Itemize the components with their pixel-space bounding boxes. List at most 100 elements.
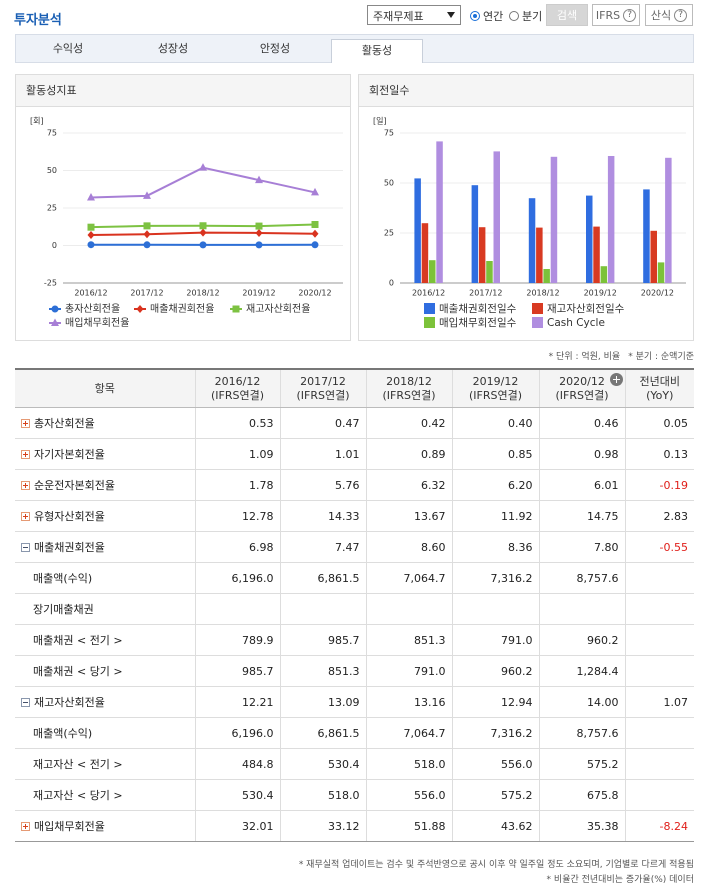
toggle-icon[interactable] (21, 419, 30, 428)
value-cell: 1.78 (194, 469, 280, 501)
search-button[interactable]: 검색 (546, 4, 588, 26)
value-cell: 0.40 (451, 407, 539, 439)
row-label-cell: 매입채무회전율 (15, 810, 195, 842)
bar (478, 227, 486, 283)
value-cell: 12.94 (451, 686, 539, 718)
value-cell (451, 593, 539, 625)
value-cell: 14.75 (538, 500, 625, 532)
row-label: 매출액(수익) (33, 727, 93, 740)
button-label: IFRS (595, 8, 621, 22)
row-label-cell: 유형자산회전율 (15, 500, 195, 532)
formula-button[interactable]: 산식? (645, 4, 693, 26)
point (255, 228, 263, 237)
bar (493, 151, 500, 283)
header-row: 항목 2016/12 (IFRS연결) 2017/12 (IFRS연결) 2018/12(… (15, 368, 694, 408)
point (199, 222, 207, 230)
help-icon: ? (623, 8, 637, 22)
column-sub: (IFRS연결) (555, 388, 609, 402)
tab[interactable]: 안정성 (259, 42, 291, 55)
value-cell: 0.98 (538, 438, 625, 470)
column-label: 2019/12 (472, 374, 519, 388)
value-cell: 575.2 (538, 748, 625, 780)
value-cell (279, 593, 366, 625)
toggle-icon[interactable] (21, 481, 30, 490)
value-cell: 43.62 (451, 810, 539, 842)
point (255, 222, 263, 230)
bar (550, 156, 558, 283)
column-header: 2017/12 (IFRS연결) (279, 368, 366, 408)
value-cell: 13.09 (279, 686, 366, 718)
bar (528, 198, 536, 283)
value-cell: 6,861.5 (279, 717, 366, 749)
value-cell (194, 593, 280, 625)
value-cell: 556.0 (365, 779, 452, 811)
column-label: 2018/12 (386, 374, 432, 388)
statement-select[interactable]: 주재무제표 (367, 5, 461, 25)
row-label: 재고자산회전율 (34, 696, 105, 709)
row-label-cell: 매출채권회전율 (15, 531, 195, 563)
value-cell: 6.20 (451, 469, 539, 501)
value-cell: 518.0 (279, 779, 366, 811)
value-cell: -8.24 (624, 810, 694, 842)
value-cell: 12.78 (194, 500, 280, 532)
value-cell: 575.2 (451, 779, 539, 811)
value-cell (624, 748, 694, 780)
value-cell (624, 655, 694, 687)
table-row: 순운전자본회전율 1.78 5.76 6.32 6.20 6.01 -0.19 (15, 469, 694, 501)
column-header: 2018/12 (IFRS연결) (365, 368, 452, 408)
radio-quarter[interactable]: 분기 (509, 8, 542, 24)
bar (436, 141, 443, 283)
legend-label: Cash Cycle (547, 317, 605, 329)
row-label-cell: 재고자산회전율 (15, 686, 195, 718)
bar (650, 230, 657, 283)
value-cell: -0.55 (624, 531, 694, 563)
row-label: 매출채권 < 전기 > (33, 634, 123, 647)
column-label: 전년대비 (639, 374, 680, 388)
legend-marker (51, 305, 59, 313)
ifrs-button[interactable]: IFRS? (592, 4, 640, 26)
radio-label: 분기 (522, 10, 543, 23)
point (199, 163, 207, 171)
value-cell (624, 717, 694, 749)
tab[interactable]: 성장성 (157, 42, 189, 55)
toggle-icon[interactable] (21, 543, 30, 552)
legend-label: 매출채권회전율 (150, 303, 214, 315)
toggle-icon[interactable] (21, 512, 30, 521)
value-cell: 7,064.7 (365, 562, 452, 594)
y-tick-label: 50 (384, 179, 394, 188)
row-label: 매출채권회전율 (34, 541, 105, 554)
value-cell: 0.85 (451, 438, 539, 470)
value-cell (624, 779, 694, 811)
value-cell: 530.4 (279, 748, 366, 780)
point (311, 187, 319, 196)
value-cell: 14.33 (279, 500, 366, 532)
row-label: 재고자산 < 전기 > (33, 758, 123, 771)
toggle-icon[interactable] (21, 822, 30, 831)
point (199, 228, 207, 237)
value-cell: 1.09 (194, 438, 280, 470)
value-cell (365, 593, 452, 625)
tab[interactable]: 수익성 (52, 42, 84, 55)
value-cell: 7.47 (279, 531, 366, 563)
help-icon: ? (674, 8, 688, 22)
value-cell: 851.3 (279, 655, 366, 687)
note: * 분기 : 순액기준 (628, 352, 694, 362)
tab[interactable]: 활동성 (331, 39, 423, 63)
expand-icon[interactable] (609, 373, 623, 386)
x-tick-label: 2020/12 (641, 289, 674, 298)
point (311, 241, 319, 249)
toggle-icon[interactable] (21, 698, 30, 707)
toggle-icon[interactable] (21, 450, 30, 459)
value-cell (624, 624, 694, 656)
value-cell: 1.01 (279, 438, 366, 470)
radio-dot (470, 11, 480, 21)
value-cell: 851.3 (365, 624, 452, 656)
bar (486, 261, 493, 283)
legend-marker (51, 318, 59, 326)
row-label: 자기자본회전율 (34, 448, 105, 461)
radio-annual[interactable]: 연간 (470, 8, 503, 24)
value-cell: 14.00 (538, 686, 625, 718)
row-label-cell: 총자산회전율 (15, 407, 195, 439)
value-cell: 11.92 (451, 500, 539, 532)
